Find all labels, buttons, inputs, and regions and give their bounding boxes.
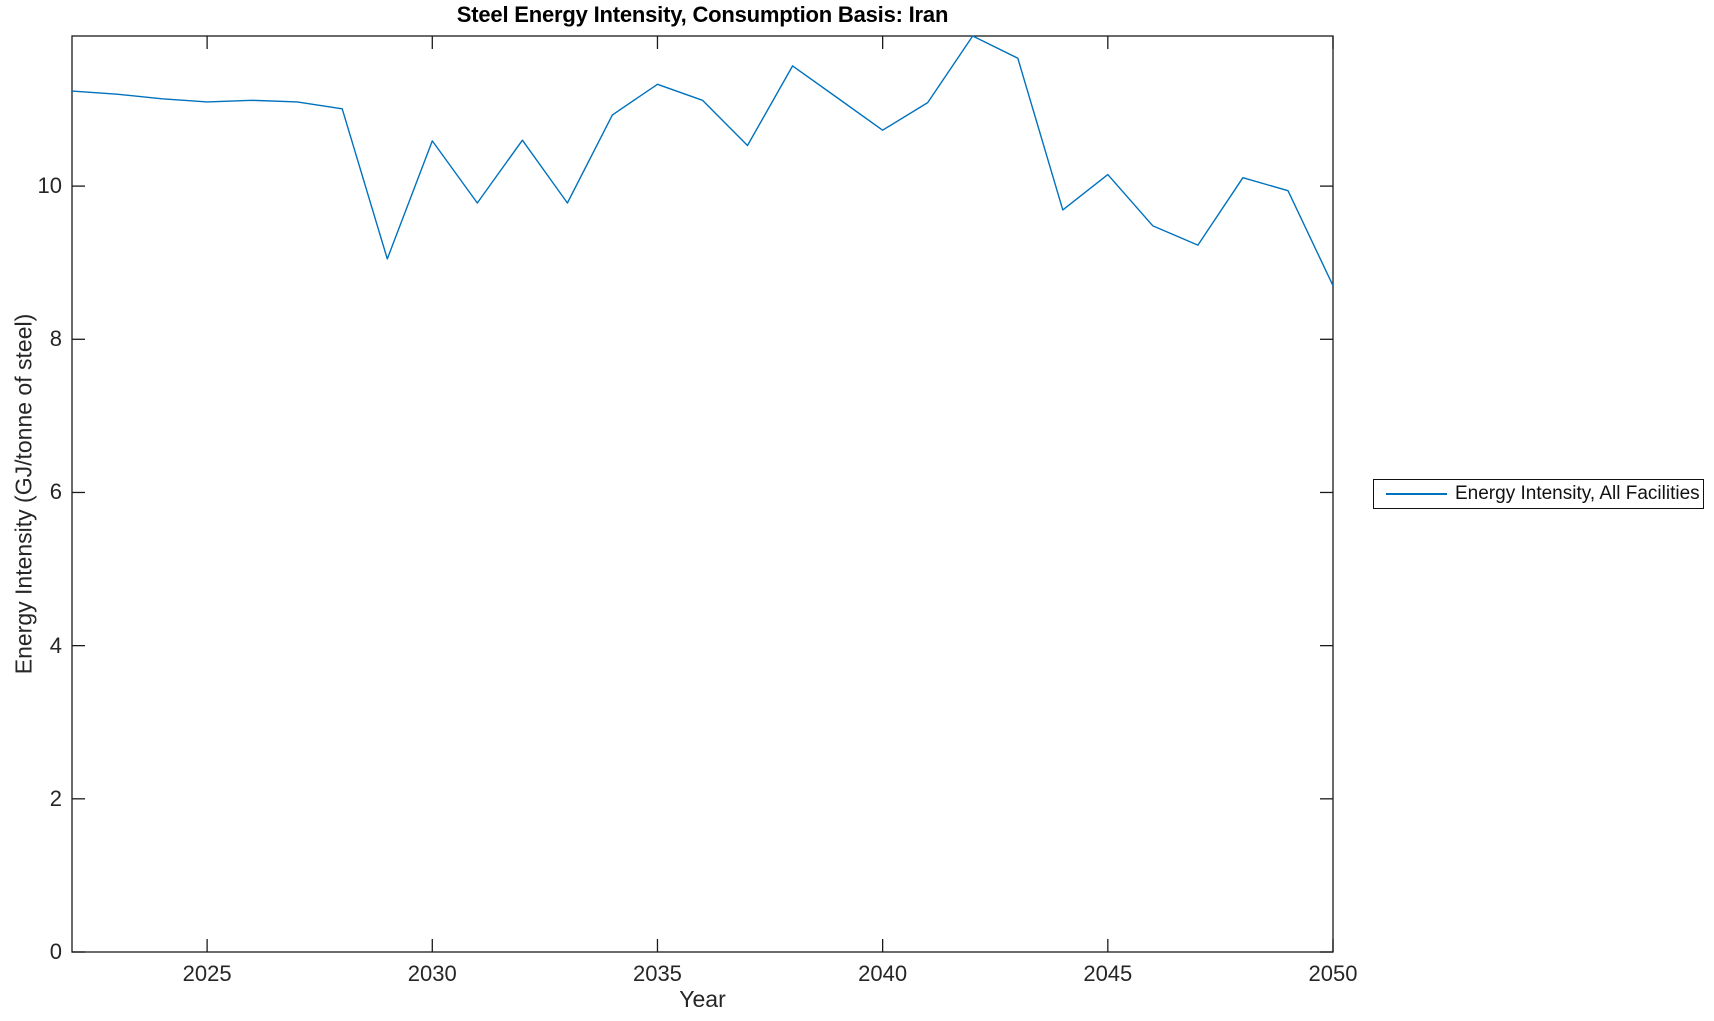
- x-tick-label: 2040: [858, 961, 908, 986]
- legend-entry-label: Energy Intensity, All Facilities: [1455, 483, 1700, 504]
- y-tick-label: 10: [37, 173, 62, 199]
- series-line-energy-intensity: [71, 35, 1334, 286]
- legend-line-sample: [1386, 493, 1447, 495]
- y-tick-label: 6: [49, 479, 62, 505]
- axes-box: [71, 35, 1334, 953]
- x-tick-label: 2050: [1308, 961, 1358, 986]
- x-axis-label: Year: [679, 986, 726, 1012]
- y-tick-label: 8: [49, 326, 62, 352]
- y-tick-label: 0: [49, 939, 62, 964]
- x-tick-label: 2030: [407, 961, 457, 986]
- x-tick-label: 2025: [182, 961, 232, 986]
- x-tick-label: 2035: [632, 961, 682, 986]
- legend-box: Energy Intensity, All Facilities: [1373, 479, 1704, 509]
- x-tick-label: 2045: [1083, 961, 1133, 986]
- y-tick-label: 4: [49, 632, 62, 658]
- y-tick-label: 2: [49, 785, 62, 811]
- page-title: Steel Energy Intensity, Consumption Basi…: [456, 2, 949, 27]
